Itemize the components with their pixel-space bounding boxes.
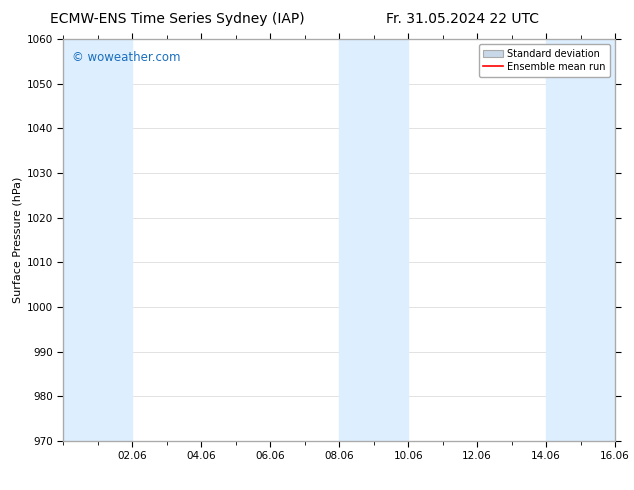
Bar bbox=[63, 39, 133, 441]
Text: © woweather.com: © woweather.com bbox=[72, 51, 180, 64]
Bar bbox=[546, 39, 615, 441]
Text: ECMW-ENS Time Series Sydney (IAP): ECMW-ENS Time Series Sydney (IAP) bbox=[50, 12, 305, 26]
Text: Fr. 31.05.2024 22 UTC: Fr. 31.05.2024 22 UTC bbox=[386, 12, 540, 26]
Bar bbox=[339, 39, 408, 441]
Y-axis label: Surface Pressure (hPa): Surface Pressure (hPa) bbox=[13, 177, 23, 303]
Legend: Standard deviation, Ensemble mean run: Standard deviation, Ensemble mean run bbox=[479, 44, 610, 77]
